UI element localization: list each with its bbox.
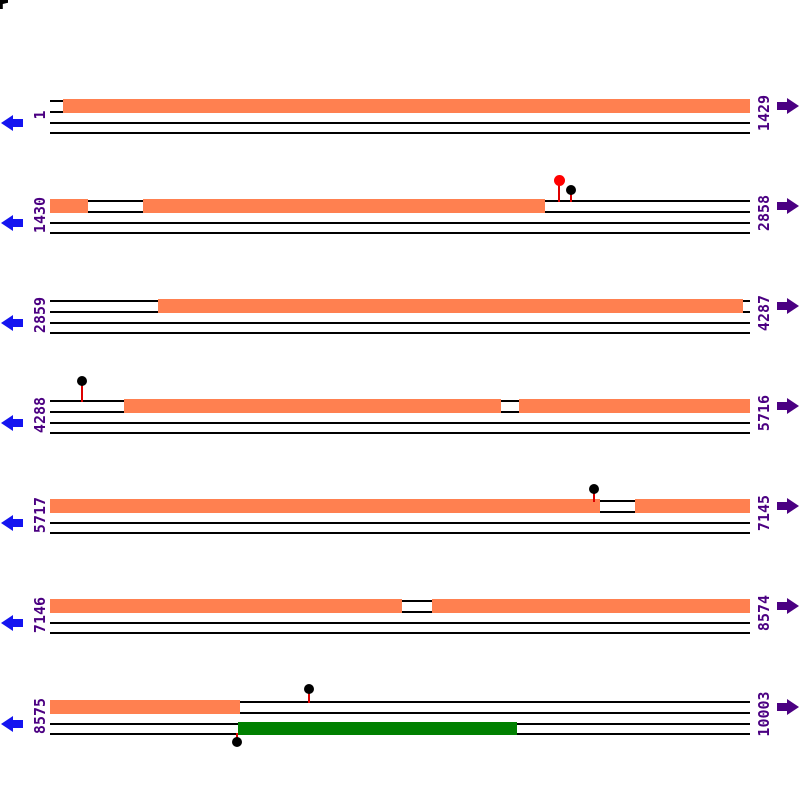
alignment-block xyxy=(50,199,88,213)
alignment-block xyxy=(158,299,743,313)
row-end-label: 7145 xyxy=(755,494,773,532)
marker-icon xyxy=(566,185,576,195)
right-arrow-icon[interactable] xyxy=(777,197,799,215)
feature-block xyxy=(238,722,517,735)
right-arrow-icon[interactable] xyxy=(777,597,799,615)
strand-line-4 xyxy=(50,532,750,534)
marker-stem xyxy=(570,190,572,202)
row-start-label: 1 xyxy=(31,110,49,120)
strand-line-4 xyxy=(50,632,750,634)
row-end-label: 4287 xyxy=(755,294,773,332)
row-start-label: 8575 xyxy=(31,697,49,735)
alignment-block xyxy=(63,99,750,113)
row-start-label: 2859 xyxy=(31,296,49,334)
right-arrow-icon[interactable] xyxy=(777,97,799,115)
strand-line-3 xyxy=(50,322,750,324)
alignment-block xyxy=(519,399,750,413)
row-start-label: 7146 xyxy=(31,596,49,634)
alignment-block xyxy=(124,399,501,413)
marker-stem xyxy=(558,180,560,202)
alignment-block xyxy=(50,599,402,613)
row-start-label: 1430 xyxy=(31,196,49,234)
left-arrow-icon[interactable] xyxy=(1,314,23,332)
strand-line-2 xyxy=(50,712,750,714)
marker-icon xyxy=(553,174,565,186)
left-arrow-icon[interactable] xyxy=(1,214,23,232)
row-end-label: 8574 xyxy=(755,594,773,632)
strand-line-4 xyxy=(50,232,750,234)
row-end-label: 10003 xyxy=(755,691,773,737)
alignment-block xyxy=(432,599,750,613)
row-end-label: 2858 xyxy=(755,194,773,232)
right-arrow-icon[interactable] xyxy=(777,497,799,515)
left-arrow-icon[interactable] xyxy=(1,614,23,632)
strand-line-3 xyxy=(50,522,750,524)
alignment-block xyxy=(50,499,600,513)
marker-icon xyxy=(304,684,314,694)
strand-line-3 xyxy=(50,122,750,124)
left-arrow-icon[interactable] xyxy=(1,414,23,432)
strand-line-3 xyxy=(50,422,750,424)
right-arrow-icon[interactable] xyxy=(777,297,799,315)
row-start-label: 4288 xyxy=(31,396,49,434)
strand-line-3 xyxy=(50,222,750,224)
marker-stem xyxy=(593,489,595,502)
marker-icon xyxy=(589,484,599,494)
right-arrow-icon[interactable] xyxy=(777,698,799,716)
strand-line-1 xyxy=(50,701,750,703)
left-arrow-icon[interactable] xyxy=(1,114,23,132)
marker-icon xyxy=(232,737,242,747)
marker-stem xyxy=(81,381,83,402)
strand-line-4 xyxy=(50,332,750,334)
marker-icon xyxy=(77,376,87,386)
strand-line-4 xyxy=(50,432,750,434)
alignment-block xyxy=(143,199,545,213)
alignment-block xyxy=(50,700,240,714)
corner-glyph xyxy=(0,0,8,9)
strand-line-3 xyxy=(50,622,750,624)
row-end-label: 5716 xyxy=(755,394,773,432)
alignment-block xyxy=(635,499,750,513)
strand-line-4 xyxy=(50,132,750,134)
marker-stem xyxy=(308,689,310,703)
right-arrow-icon[interactable] xyxy=(777,397,799,415)
row-start-label: 5717 xyxy=(31,496,49,534)
row-end-label: 1429 xyxy=(755,94,773,132)
left-arrow-icon[interactable] xyxy=(1,715,23,733)
left-arrow-icon[interactable] xyxy=(1,514,23,532)
